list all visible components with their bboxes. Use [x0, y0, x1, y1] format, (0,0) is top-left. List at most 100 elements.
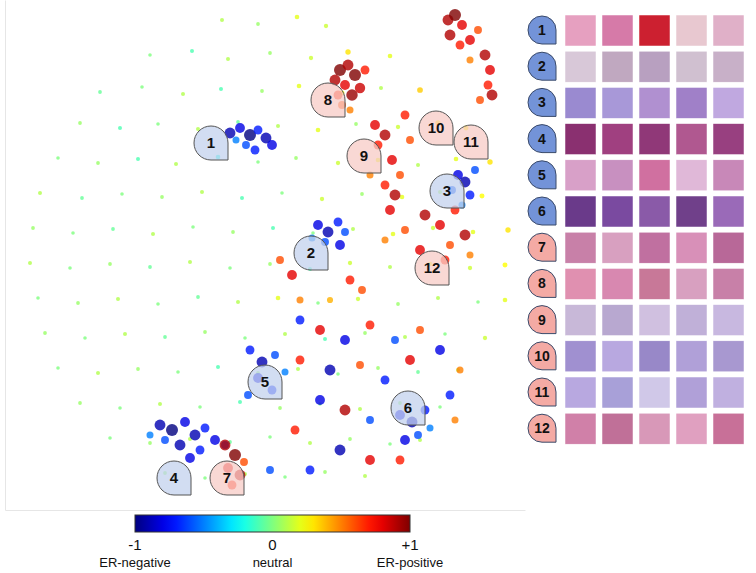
x-axis [6, 510, 526, 511]
point [456, 41, 465, 50]
tile [565, 305, 596, 336]
point [466, 56, 473, 63]
point [466, 251, 473, 258]
point [345, 49, 350, 54]
point [468, 266, 472, 270]
tile [676, 51, 707, 82]
point [68, 266, 72, 270]
point [260, 89, 264, 93]
point [276, 256, 284, 264]
point [426, 424, 433, 431]
point [96, 371, 100, 375]
colorbar-tick-label: -1 [128, 536, 141, 553]
point [71, 231, 75, 235]
point [118, 406, 122, 410]
point [190, 430, 201, 441]
point [323, 470, 327, 474]
point [256, 22, 260, 26]
tile [565, 124, 596, 155]
point [140, 85, 144, 89]
point [385, 205, 395, 215]
point [231, 230, 235, 234]
cluster-marker [157, 461, 191, 495]
row-label: 6 [538, 203, 546, 219]
point [387, 155, 397, 165]
row-badge [528, 342, 556, 370]
point [219, 87, 223, 91]
point [240, 458, 248, 466]
point [158, 402, 162, 406]
tile [713, 15, 744, 46]
cluster-marker [430, 174, 464, 208]
cluster-label: 10 [428, 119, 445, 136]
point [203, 476, 207, 480]
point [156, 302, 160, 306]
tile [713, 124, 744, 155]
row-label: 3 [538, 94, 546, 110]
point [351, 227, 355, 231]
point [175, 440, 186, 451]
tile [602, 377, 633, 408]
colorbar-tick-name: ER-negative [99, 555, 171, 570]
cluster-marker [311, 83, 345, 117]
point [276, 296, 281, 301]
point [287, 270, 297, 280]
point [295, 15, 300, 20]
point [276, 124, 280, 128]
cluster-label: 8 [324, 91, 332, 108]
point [405, 355, 415, 365]
row-badge [528, 197, 556, 225]
tile [602, 341, 633, 372]
point [188, 260, 192, 264]
point [401, 226, 409, 234]
colorbar-gradient [135, 515, 410, 532]
x-axis-line [6, 510, 526, 511]
tile [676, 196, 707, 227]
row-badge [528, 233, 556, 261]
point [443, 332, 447, 336]
row-badge [528, 414, 556, 442]
point [120, 192, 124, 196]
point [180, 417, 190, 427]
point [268, 262, 272, 266]
row-badge [528, 125, 556, 153]
tile [565, 232, 596, 263]
cluster-markers: 123456789101112 [157, 83, 488, 495]
point [311, 231, 315, 235]
colorbar-tick-label: +1 [401, 536, 418, 553]
point [396, 302, 400, 306]
point [340, 405, 351, 416]
point [376, 366, 380, 370]
colorbar-tick-label: 0 [268, 536, 276, 553]
point [484, 81, 493, 90]
point [229, 449, 241, 461]
point [161, 436, 169, 444]
row-badge [528, 306, 556, 334]
cluster-label: 4 [170, 469, 179, 486]
points [28, 9, 511, 489]
tile [639, 160, 670, 191]
point [315, 325, 325, 335]
row-badge [528, 16, 556, 44]
tile [639, 15, 670, 46]
point [449, 9, 461, 21]
point [96, 161, 100, 165]
point [238, 400, 242, 404]
tile [602, 232, 633, 263]
point [343, 60, 354, 71]
cluster-label: 11 [463, 133, 479, 150]
point [294, 156, 298, 160]
point [136, 367, 140, 371]
point [363, 474, 367, 478]
tile [565, 160, 596, 191]
point [417, 87, 423, 93]
cluster-label: 12 [424, 259, 441, 276]
point [414, 431, 422, 439]
row-label: 7 [538, 239, 546, 255]
point [166, 424, 178, 436]
tile [639, 51, 670, 82]
point [446, 241, 454, 249]
point [454, 157, 459, 162]
point [341, 228, 349, 236]
point [335, 445, 346, 456]
